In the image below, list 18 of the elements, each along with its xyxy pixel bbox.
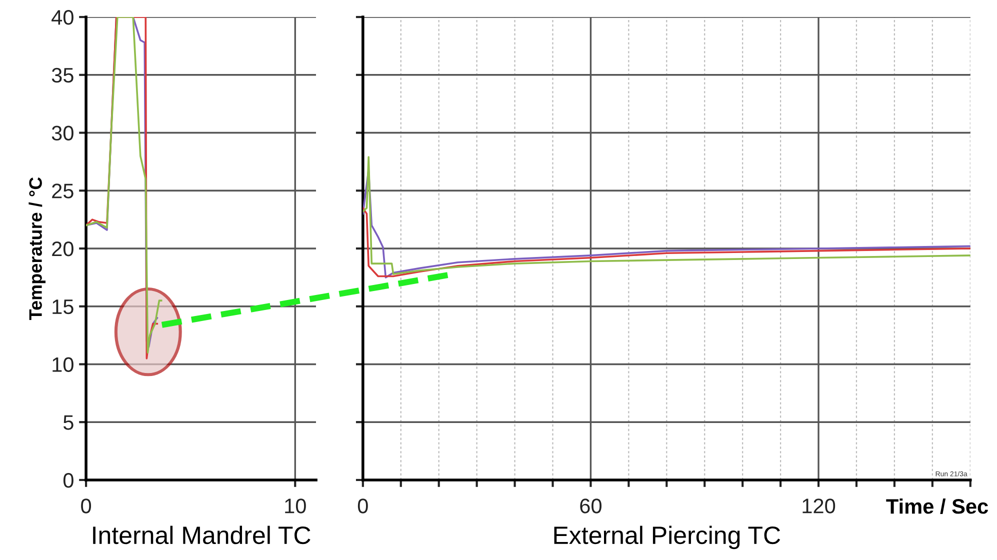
y-tick-label: 25 <box>52 184 74 198</box>
y-tick-label: 10 <box>52 357 74 372</box>
y-tick-label: 35 <box>52 68 74 83</box>
x-tick-label: 120 <box>802 498 836 514</box>
x-axis-title: External Piercing TC <box>554 526 780 550</box>
y-tick-label: 40 <box>52 10 74 25</box>
y-tick-label: 20 <box>52 242 74 256</box>
text: Time / Sec <box>886 498 988 514</box>
x-tick-label: 0 <box>358 498 368 514</box>
x-tick-label: 60 <box>580 498 602 514</box>
y-tick-label: 5 <box>63 415 74 430</box>
y-axis-title: Temperature / °C <box>28 177 46 320</box>
x-axis-title: Internal Mandrel TC <box>93 526 310 544</box>
y-tick-label: 15 <box>52 300 74 314</box>
x-tick-label: 10 <box>285 498 306 514</box>
y-tick-label: 30 <box>52 126 74 141</box>
y-tick-label: 0 <box>63 472 74 488</box>
x-tick-label: 0 <box>81 498 92 514</box>
